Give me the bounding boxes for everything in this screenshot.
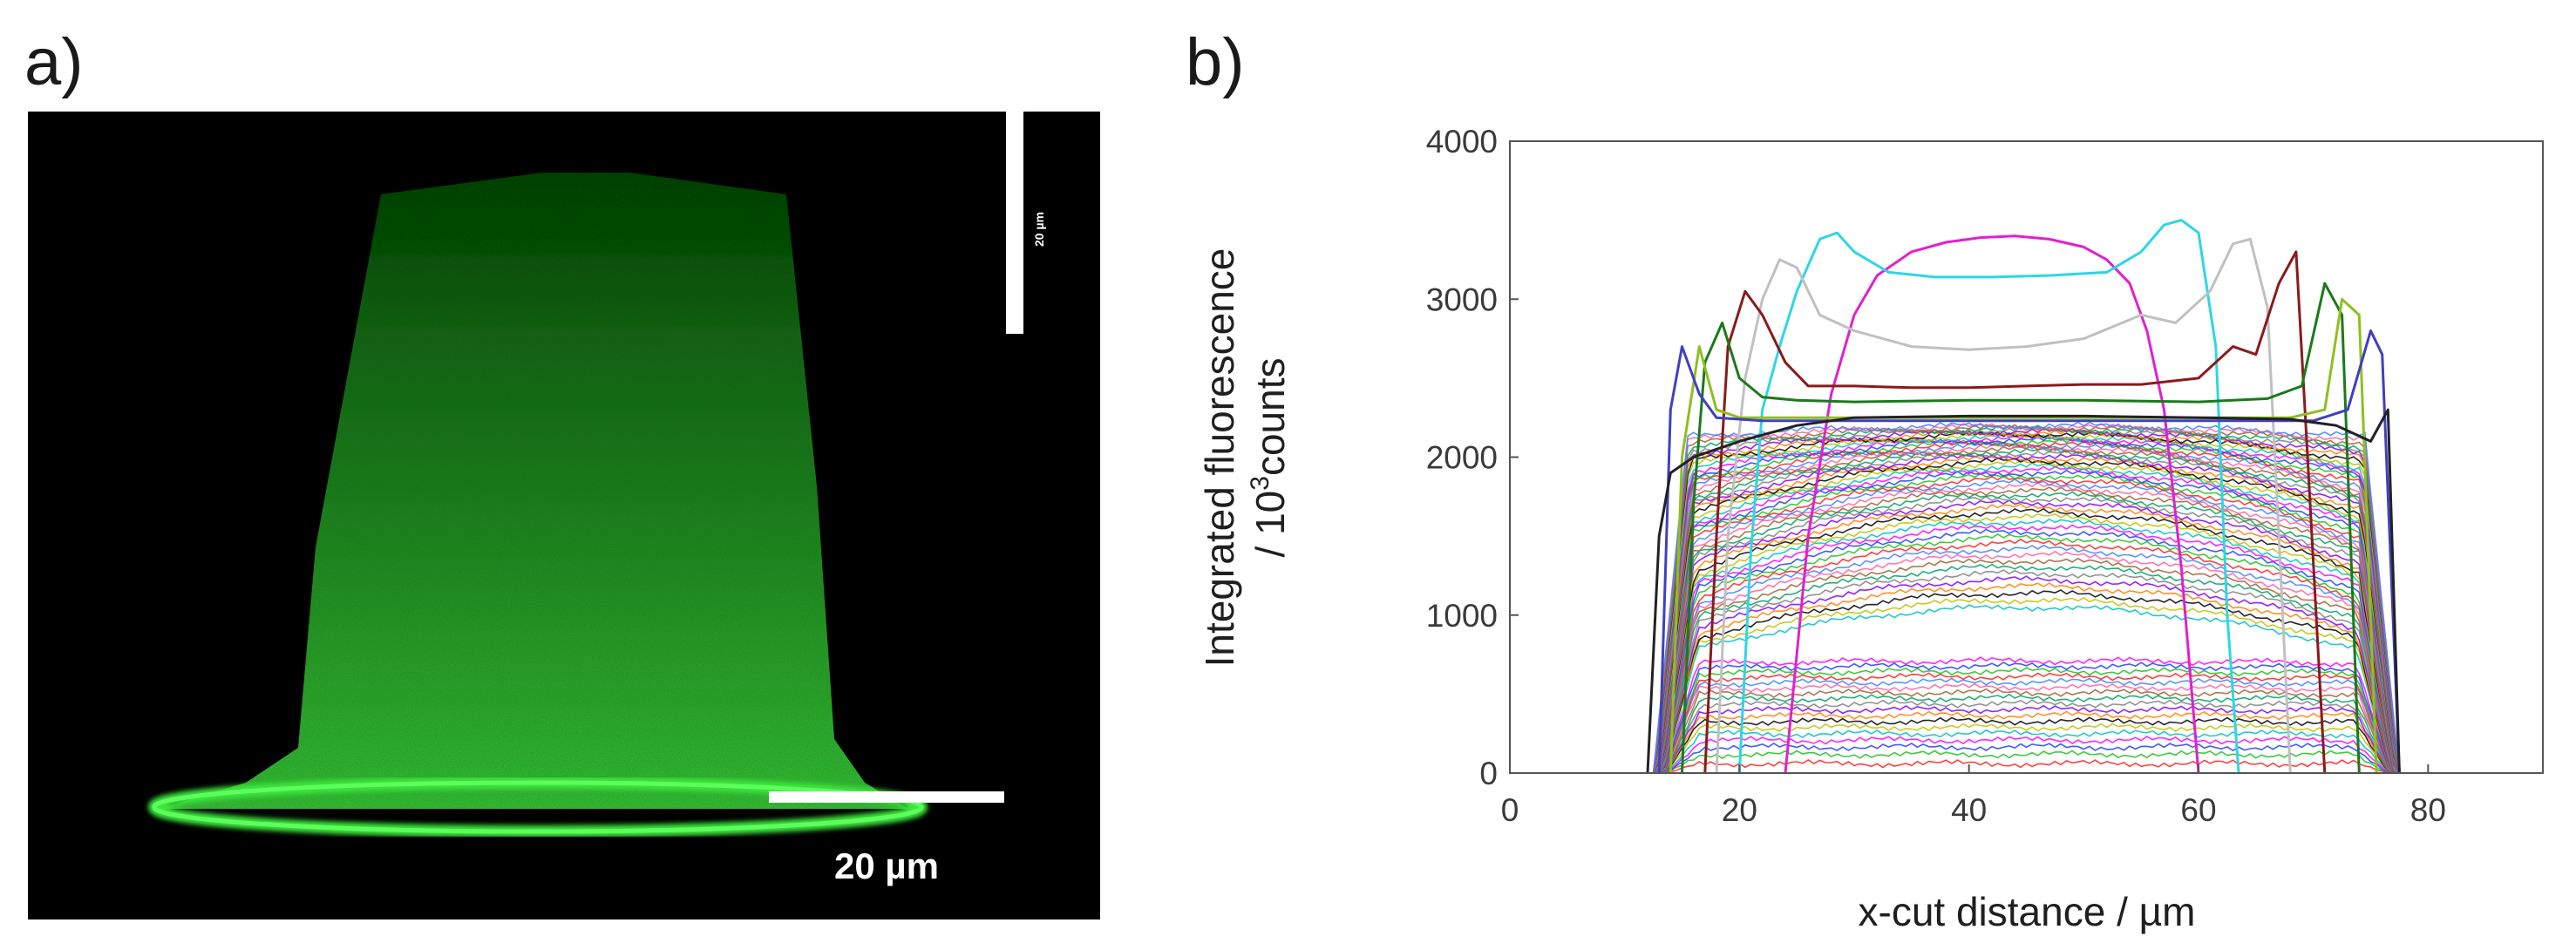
highlighted-profiles: [1646, 219, 2401, 774]
profile-line: [1624, 596, 2429, 774]
y-axis-title-suffix: counts: [1247, 358, 1293, 477]
profile-line: [1624, 750, 2429, 774]
profile-line: [1624, 503, 2429, 774]
profile-line: [1624, 563, 2429, 774]
profile-line: [1624, 677, 2429, 774]
profile-family: [1624, 421, 2429, 774]
series-line: [1646, 408, 2401, 774]
profile-line: [1624, 475, 2429, 774]
profile-line: [1624, 450, 2429, 774]
profile-line: [1624, 569, 2429, 774]
profile-line: [1624, 495, 2429, 774]
scale-bar: [769, 791, 1004, 803]
y-tick-label: 0: [1479, 756, 1498, 791]
series-line: [1669, 297, 2378, 774]
profile-line: [1624, 533, 2429, 774]
y-axis-title-line1: Integrated fluorescence: [1197, 248, 1242, 668]
profile-line: [1624, 716, 2429, 774]
fluorescence-micrograph: 20 µm 20 µm: [28, 112, 1100, 919]
profile-line: [1624, 528, 2429, 774]
series-line: [1681, 282, 2361, 774]
x-tick-label: 80: [2410, 792, 2446, 828]
profile-line: [1624, 444, 2429, 774]
profile-line: [1624, 604, 2429, 774]
profile-line: [1624, 544, 2429, 774]
profile-line: [1624, 662, 2429, 774]
profile-line: [1624, 507, 2429, 774]
chart-canvas: 0 20 40 60 80 0 1000 2000 3000 4000 x-cut distan…: [1197, 124, 2544, 934]
x-tick-label: 40: [1951, 792, 1987, 828]
profile-line: [1624, 524, 2429, 774]
profile-line: [1624, 575, 2429, 774]
x-axis: 0 20 40 60 80: [1501, 764, 2446, 828]
profile-line: [1624, 723, 2429, 774]
cell-body: [159, 173, 908, 809]
fluorescence-profile-chart: 0 20 40 60 80 0 1000 2000 3000 4000 x-cut distan…: [1186, 87, 2572, 950]
x-tick-label: 60: [2180, 792, 2216, 828]
y-tick-label: 2000: [1426, 440, 1498, 476]
x-tick-label: 20: [1722, 792, 1757, 828]
profile-line: [1624, 538, 2429, 774]
vertical-scale-bar-label: 20 µm: [1032, 212, 1046, 247]
profile-line: [1624, 704, 2429, 774]
series-line: [1703, 250, 2327, 774]
profile-line: [1624, 459, 2429, 774]
profile-line: [1624, 499, 2429, 774]
profile-line: [1624, 472, 2429, 774]
profile-line: [1624, 550, 2429, 774]
profile-line: [1624, 457, 2429, 774]
profile-line: [1624, 478, 2429, 774]
profile-line: [1624, 667, 2429, 774]
x-axis-title: x-cut distance / µm: [1859, 889, 2196, 934]
series-line: [1657, 329, 2401, 774]
profile-line: [1624, 557, 2429, 774]
profile-line: [1624, 465, 2429, 774]
y-tick-label: 4000: [1426, 124, 1498, 159]
profile-line: [1624, 736, 2429, 774]
vertical-scale-bar: [1006, 112, 1023, 334]
y-tick-label: 1000: [1426, 598, 1498, 634]
y-axis-title-superscript: 3: [1246, 476, 1274, 491]
panel-label-a: a): [24, 25, 84, 99]
profile-line: [1624, 469, 2429, 774]
micrograph-image: 20 µm 20 µm: [148, 112, 1046, 886]
y-axis: 0 1000 2000 3000 4000: [1426, 124, 1519, 791]
profile-line: [1624, 758, 2429, 774]
profile-line: [1624, 421, 2429, 774]
series-line: [1737, 219, 2240, 774]
profile-line: [1624, 486, 2429, 774]
profile-line: [1624, 672, 2429, 774]
panel-label-b: b): [1186, 25, 1245, 99]
profile-line: [1624, 491, 2429, 774]
profile-line: [1624, 742, 2429, 774]
profile-line: [1624, 688, 2429, 774]
profile-line: [1624, 512, 2429, 774]
profile-line: [1624, 656, 2429, 774]
profile-line: [1624, 710, 2429, 774]
profile-line: [1624, 582, 2429, 774]
y-axis-title-prefix: / 10: [1247, 491, 1293, 558]
series-line: [1715, 237, 2292, 774]
profile-line: [1624, 589, 2429, 774]
profile-line: [1624, 693, 2429, 774]
y-axis-title-line2: / 103counts: [1246, 358, 1293, 558]
y-tick-label: 3000: [1426, 282, 1498, 317]
profile-line: [1624, 699, 2429, 774]
series-line: [1784, 234, 2200, 774]
scale-bar-label: 20 µm: [834, 845, 939, 886]
x-tick-label: 0: [1501, 792, 1519, 828]
profile-line: [1624, 462, 2429, 774]
profile-line: [1624, 729, 2429, 774]
profile-line: [1624, 682, 2429, 774]
profile-line: [1624, 453, 2429, 774]
profile-line: [1624, 482, 2429, 774]
profile-line: [1624, 518, 2429, 774]
